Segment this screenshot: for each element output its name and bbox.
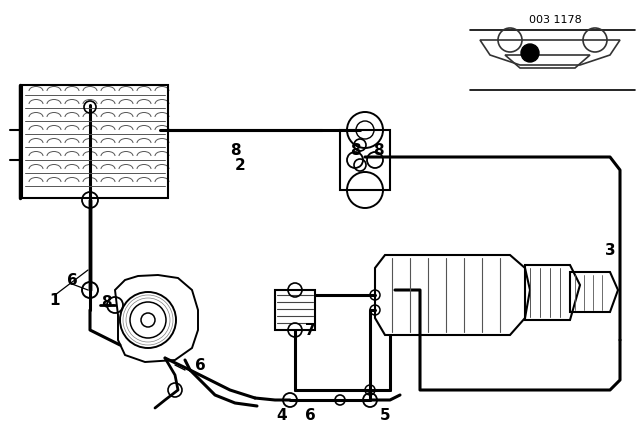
Text: 6: 6 [195,358,205,372]
Text: 8: 8 [349,142,360,158]
Text: 4: 4 [276,408,287,422]
Text: 6: 6 [305,408,316,422]
Text: 1: 1 [50,293,60,307]
Text: 8: 8 [100,294,111,310]
Text: 2: 2 [235,158,245,172]
Text: 3: 3 [605,242,615,258]
Text: 8: 8 [230,142,240,158]
Text: 003 1178: 003 1178 [529,15,581,25]
Text: 5: 5 [380,408,390,422]
Text: 7: 7 [305,323,316,337]
Text: 8: 8 [372,142,383,158]
Text: 6: 6 [67,272,77,288]
Circle shape [521,44,539,62]
